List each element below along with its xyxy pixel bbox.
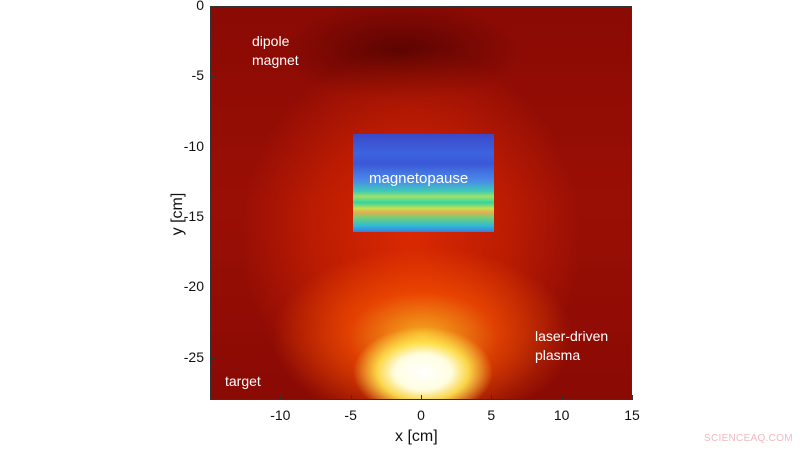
x-tick-label: 0	[417, 407, 425, 423]
x-tick-mark	[632, 395, 633, 400]
magnetopause-inset	[353, 134, 494, 232]
annotation-target: target	[225, 373, 261, 389]
y-tick-mark	[210, 217, 215, 219]
annotation-line: dipole	[252, 33, 290, 49]
y-tick-mark	[210, 76, 215, 78]
x-tick-label: -10	[270, 407, 291, 423]
y-tick-label: -5	[191, 67, 204, 84]
y-tick-mark	[210, 146, 215, 148]
y-tick-mark	[210, 357, 215, 359]
x-tick-mark	[421, 395, 422, 400]
y-tick-mark	[210, 287, 215, 289]
plasma-image-plot: dipole magnet magnetopause laser-driven …	[210, 6, 632, 400]
y-axis-label: y [cm]	[169, 192, 186, 236]
x-tick-label: -5	[344, 407, 357, 423]
y-tick-label: 0	[196, 0, 204, 13]
annotation-magnetopause: magnetopause	[369, 170, 469, 187]
x-tick-mark	[561, 395, 563, 400]
annotation-line: laser-driven	[535, 328, 609, 344]
watermark: SCIENCEAQ.COM	[704, 433, 793, 444]
x-tick-mark	[350, 395, 352, 400]
x-tick-label: 15	[624, 407, 640, 423]
x-tick-mark	[280, 395, 282, 400]
annotation-line: magnet	[252, 52, 299, 68]
y-tick-label: -25	[183, 348, 204, 365]
annotation-line: plasma	[535, 347, 581, 363]
y-tick-label: -20	[183, 278, 204, 295]
annotation-laser-driven-plasma: laser-driven plasma	[535, 327, 608, 365]
y-tick-mark	[210, 6, 215, 7]
x-tick-label: 10	[553, 407, 570, 423]
y-tick-label: -15	[183, 208, 204, 225]
x-axis-label: x [cm]	[395, 428, 438, 445]
x-tick-mark	[491, 395, 493, 400]
y-tick-label: -10	[183, 137, 204, 154]
x-tick-label: 5	[487, 407, 496, 423]
annotation-dipole-magnet: dipole magnet	[252, 32, 299, 70]
